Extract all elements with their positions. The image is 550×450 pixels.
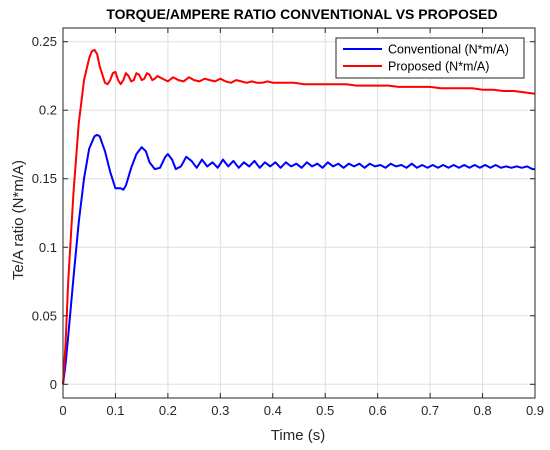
axes-box (62, 27, 536, 399)
x-tick-label: 0.3 (211, 403, 229, 418)
x-tick-label: 0.8 (474, 403, 492, 418)
x-tick-label: 0.1 (106, 403, 124, 418)
y-tick-label: 0.25 (32, 34, 57, 49)
x-tick-label: 0 (59, 403, 66, 418)
y-tick-label: 0.05 (32, 308, 57, 323)
legend-box (335, 37, 525, 79)
grid-lines (62, 28, 536, 398)
series-line-conventional (62, 133, 535, 385)
series-lines (62, 48, 536, 385)
tick-labels: 0 0.1 0.2 0.3 0.4 0.5 0.6 0.7 0.8 0.9 0 0.05 0.1 0.15… (32, 34, 544, 418)
y-tick-label: 0 (50, 377, 57, 392)
x-tick-label: 0.4 (264, 403, 282, 418)
series-line-proposed (62, 48, 536, 385)
y-tick-label: 0.15 (32, 171, 57, 186)
x-tick-label: 0.7 (421, 403, 439, 418)
axes (62, 27, 536, 399)
y-tick-label: 0.2 (39, 103, 57, 118)
legend: Conventional (N*m/A) Proposed (N*m/A) (335, 37, 525, 79)
x-tick-label: 0.2 (159, 403, 177, 418)
x-axis-label: Time (s) (271, 427, 325, 444)
chart-title: TORQUE/AMPERE RATIO CONVENTIONAL VS PROP… (106, 6, 497, 22)
y-axis-label: Te/A ratio (N*m/A) (10, 160, 27, 280)
x-tick-label: 0.5 (316, 403, 334, 418)
x-tick-label: 0.9 (526, 403, 544, 418)
legend-label-proposed: Proposed (N*m/A) (388, 60, 489, 74)
plot-area (63, 28, 535, 398)
y-tick-label: 0.1 (39, 240, 57, 255)
x-tick-label: 0.6 (369, 403, 387, 418)
legend-label-conventional: Conventional (N*m/A) (388, 43, 509, 57)
